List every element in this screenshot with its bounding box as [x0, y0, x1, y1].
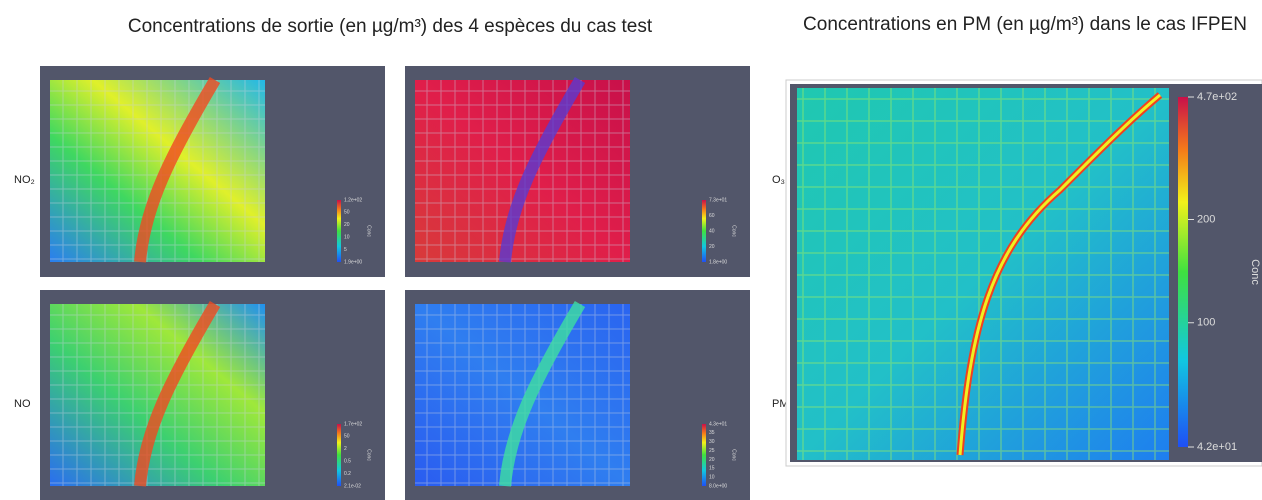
colorbar-tick-label: 25	[709, 448, 715, 454]
colorbar-title: Conc	[366, 449, 372, 461]
colorbar-tick-label: 200	[1197, 213, 1215, 225]
colorbar	[1178, 97, 1188, 447]
colorbar	[337, 200, 341, 262]
colorbar-tick-label: 50	[344, 210, 350, 216]
right-title: Concentrations en PM (en µg/m³) dans le …	[790, 12, 1260, 37]
colorbar-tick-label: 5	[344, 247, 347, 253]
colorbar-title: Conc	[731, 449, 737, 461]
map-streets	[797, 88, 1169, 460]
species-label: O₃	[772, 174, 785, 186]
map-streets	[415, 80, 630, 262]
colorbar-tick-label: 15	[709, 466, 715, 472]
colorbar-tick-label: 0.5	[344, 459, 351, 465]
colorbar-tick-label: 8.0e+00	[709, 483, 727, 489]
colorbar-tick-label: 4.7e+02	[1197, 91, 1237, 103]
colorbar-tick-label: 0.2	[344, 471, 351, 477]
map-streets	[50, 304, 265, 486]
left-title: Concentrations de sortie (en µg/m³) des …	[128, 16, 653, 37]
map-streets	[50, 80, 265, 262]
species-label: NO	[14, 398, 31, 410]
colorbar-tick-label: 50	[344, 434, 350, 440]
colorbar-tick-label: 4.3e+01	[709, 421, 727, 427]
colorbar	[702, 200, 706, 262]
colorbar-tick-label: 2	[344, 446, 347, 452]
species-label: NO₂	[14, 174, 35, 186]
ifpen-panel	[786, 80, 1262, 466]
colorbar-tick-label: 35	[709, 430, 715, 436]
colorbar-tick-label: 2.1e-02	[344, 483, 361, 489]
colorbar-tick-label: 10	[344, 235, 350, 241]
colorbar-title: Conc	[1249, 259, 1261, 285]
colorbar-tick-label: 1.8e+00	[709, 259, 727, 265]
colorbar-tick-label: 1.2e+02	[344, 197, 362, 203]
panels: NO₂ 1.2e+02 50 20 10 5 1.9e+00 Conc O₃ 7.3e+01 60 4…	[14, 66, 789, 500]
colorbar-tick-label: 100	[1197, 317, 1215, 329]
colorbar-tick-label: 7.3e+01	[709, 197, 727, 203]
colorbar-tick-label: 60	[709, 213, 715, 219]
colorbar-tick-label: 1.9e+00	[344, 259, 362, 265]
colorbar-tick-label: 30	[709, 439, 715, 445]
colorbar-tick-label: 4.2e+01	[1197, 441, 1237, 453]
colorbar-tick-label: 20	[344, 222, 350, 228]
colorbar-title: Conc	[731, 225, 737, 237]
colorbar-tick-label: 10	[709, 474, 715, 480]
colorbar	[337, 424, 341, 486]
slide: Concentrations de sortie (en µg/m³) des …	[0, 0, 1262, 500]
right-title-box: Concentrations en PM (en µg/m³) dans le …	[790, 12, 1260, 72]
map-streets	[415, 304, 630, 486]
colorbar-tick-label: 1.7e+02	[344, 421, 362, 427]
colorbar	[702, 424, 706, 486]
colorbar-tick-label: 20	[709, 244, 715, 250]
colorbar-tick-label: 40	[709, 228, 715, 234]
colorbar-title: Conc	[366, 225, 372, 237]
colorbar-tick-label: 20	[709, 457, 715, 463]
